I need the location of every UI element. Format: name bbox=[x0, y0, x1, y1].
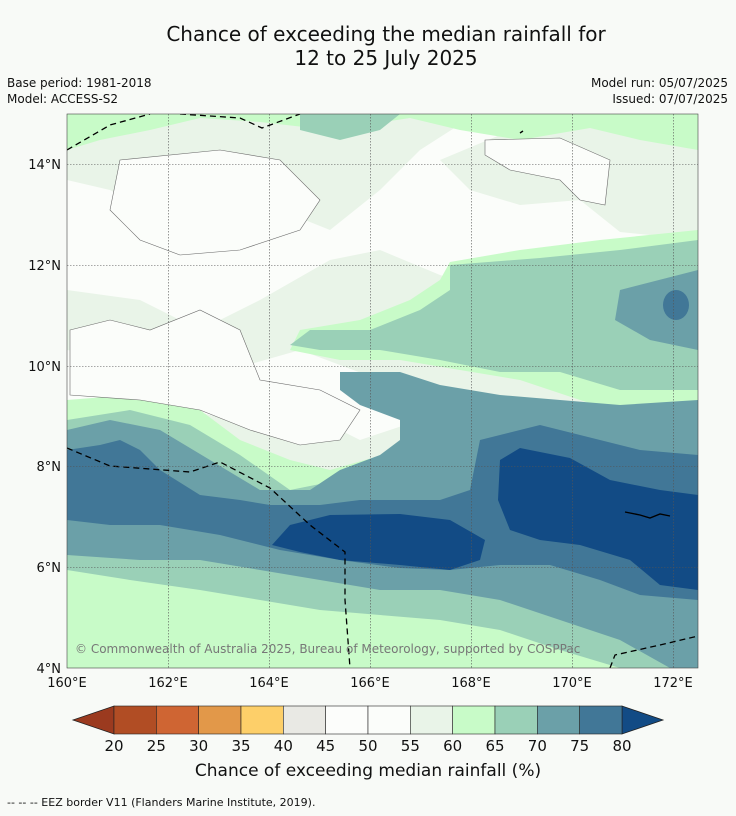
lat-label: 8°N bbox=[37, 460, 62, 475]
colorbar-cell bbox=[410, 705, 453, 735]
colorbar-tick-label: 75 bbox=[570, 737, 589, 755]
lat-label: 6°N bbox=[37, 561, 62, 576]
gridlines bbox=[67, 114, 698, 668]
issued-date: Issued: 07/07/2025 bbox=[612, 92, 728, 106]
white-patch-1 bbox=[109, 149, 321, 256]
lon-label: 166°E bbox=[350, 676, 390, 691]
colorbar-tick-label: 50 bbox=[358, 737, 377, 755]
lon-label: 172°E bbox=[653, 676, 693, 691]
colorbar-tick-label: 65 bbox=[485, 737, 504, 755]
band-over-80-east bbox=[498, 448, 698, 590]
colorbar-tick-label: 70 bbox=[528, 737, 547, 755]
colorbar-cell bbox=[494, 705, 538, 735]
colorbar-tick-label: 40 bbox=[274, 737, 293, 755]
colorbar-cell bbox=[240, 705, 284, 735]
colorbar-cell bbox=[156, 705, 199, 735]
colorbar: 20 25 30 35 40 45 50 55 60 65 70 75 80 bbox=[71, 705, 665, 755]
colorbar-title: Chance of exceeding median rainfall (%) bbox=[194, 761, 542, 781]
island-mark-north bbox=[519, 130, 524, 134]
colorbar-tick-label: 35 bbox=[231, 737, 250, 755]
band-65-70-top bbox=[300, 114, 400, 140]
base-period: Base period: 1981-2018 bbox=[7, 76, 152, 90]
eez-legend: -- -- -- EEZ border V11 (Flanders Marine… bbox=[7, 796, 316, 809]
eez-border-south bbox=[67, 447, 351, 668]
colorbar-tick-label: 25 bbox=[147, 737, 166, 755]
lat-axis: 14°N 12°N 10°N 8°N 6°N 4°N bbox=[28, 158, 61, 677]
lat-label: 10°N bbox=[28, 360, 61, 375]
lon-axis: 160°E 162°E 164°E 166°E 168°E 170°E 172°… bbox=[47, 676, 693, 691]
colorbar-tick-label: 20 bbox=[104, 737, 123, 755]
colorbar-tick-label: 30 bbox=[189, 737, 208, 755]
colorbar-cell bbox=[113, 705, 157, 735]
map-frame bbox=[66, 113, 699, 669]
eez-border-north bbox=[179, 114, 301, 129]
lat-label: 4°N bbox=[37, 662, 62, 677]
colorbar-cell bbox=[579, 705, 623, 735]
colorbar-cell bbox=[283, 705, 326, 735]
island-marks bbox=[624, 511, 671, 519]
model-run: Model run: 05/07/2025 bbox=[590, 76, 728, 90]
colorbar-tick-label: 45 bbox=[316, 737, 335, 755]
lat-label: 12°N bbox=[28, 259, 61, 274]
band-65-70-east bbox=[290, 240, 698, 390]
colorbar-cell bbox=[537, 705, 580, 735]
band-70-75-ne bbox=[615, 270, 698, 350]
colorbar-cell bbox=[367, 705, 411, 735]
colorbar-low-extend bbox=[71, 705, 115, 735]
meta-left: Base period: 1981-2018 Model: ACCESS-S2 bbox=[7, 75, 152, 107]
lon-label: 162°E bbox=[148, 676, 188, 691]
lat-label: 14°N bbox=[28, 158, 61, 173]
lon-label: 170°E bbox=[552, 676, 592, 691]
colorbar-high-extend bbox=[621, 705, 665, 735]
chart-title: Chance of exceeding the median rainfall … bbox=[0, 22, 736, 70]
band-over-80-west bbox=[272, 514, 485, 570]
model-name: Model: ACCESS-S2 bbox=[7, 92, 119, 106]
copyright-text: © Commonwealth of Australia 2025, Bureau… bbox=[75, 642, 580, 656]
colorbar-cell bbox=[452, 705, 496, 735]
colorbar-tick-label: 55 bbox=[401, 737, 420, 755]
title-line-2: 12 to 25 July 2025 bbox=[294, 46, 478, 70]
colorbar-cell bbox=[198, 705, 242, 735]
colorbar-tick-label: 60 bbox=[443, 737, 462, 755]
title-line-1: Chance of exceeding the median rainfall … bbox=[166, 22, 606, 46]
band-75-80-ne bbox=[663, 290, 689, 320]
lon-label: 164°E bbox=[249, 676, 289, 691]
lon-label: 168°E bbox=[451, 676, 491, 691]
band-60-65-top bbox=[67, 114, 698, 150]
white-patch-3 bbox=[484, 137, 611, 206]
white-patch-2 bbox=[69, 309, 361, 446]
rainfall-map: © Commonwealth of Australia 2025, Bureau… bbox=[67, 114, 698, 668]
colorbar-tick-label: 80 bbox=[612, 737, 631, 755]
lon-label: 160°E bbox=[47, 676, 87, 691]
meta-right: Model run: 05/07/2025 Issued: 07/07/2025 bbox=[591, 75, 728, 107]
colorbar-cell bbox=[325, 705, 369, 735]
